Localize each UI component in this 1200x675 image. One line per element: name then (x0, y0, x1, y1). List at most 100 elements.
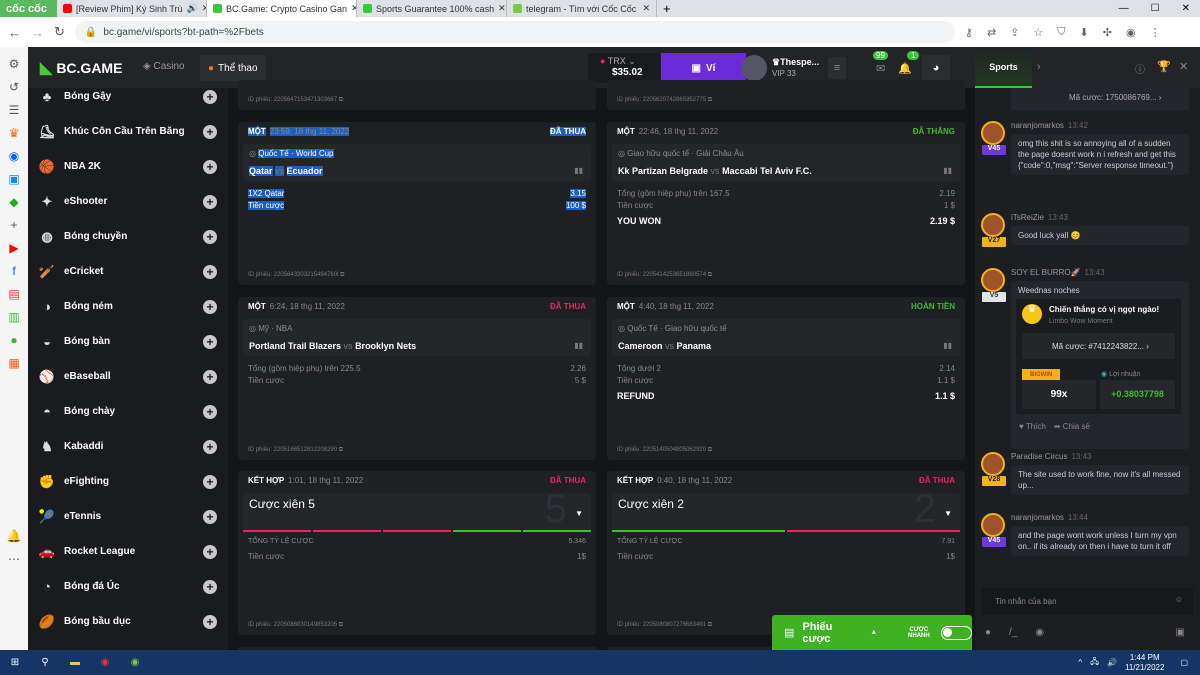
stats-icon[interactable]: ▮▮ (574, 166, 583, 175)
share-button[interactable]: ➦ Chia sẻ (1053, 422, 1090, 431)
close-tab-icon[interactable]: ✕ (351, 3, 356, 14)
close-tab-icon[interactable]: ✕ (498, 3, 506, 13)
extensions-icon[interactable]: ✣ (1102, 26, 1112, 39)
sport-item[interactable]: 🎾 eTennis + (28, 499, 228, 534)
minimize-button[interactable]: — (1118, 3, 1129, 14)
chat-username[interactable]: Paradise Circus (1011, 452, 1068, 461)
profile-icon[interactable]: ◉ (1125, 26, 1136, 39)
sport-item[interactable]: ⛸ Khúc Côn Cầu Trên Băng + (28, 114, 228, 149)
chevron-right-icon[interactable]: › (1037, 61, 1041, 73)
coccoc-taskbar-icon[interactable]: ◉ (130, 657, 140, 668)
close-chat-icon[interactable]: ✕ (1179, 61, 1189, 73)
note-icon[interactable]: ▥ (8, 310, 20, 324)
parlay-header[interactable]: 2 Cược xiên 2 ▼ (612, 493, 960, 530)
match-info[interactable]: ◎ Mỹ · NBA Portland Trail Blazers vs Bro… (243, 319, 591, 356)
chat-username[interactable]: iTsReiZie (1011, 213, 1044, 222)
close-window-button[interactable]: ✕ (1181, 3, 1190, 14)
avatar[interactable] (981, 452, 1005, 476)
expand-plus-icon[interactable]: + (203, 614, 217, 629)
expand-plus-icon[interactable]: + (203, 229, 217, 244)
sport-item[interactable]: ⚾ eBaseball + (28, 359, 228, 394)
expand-plus-icon[interactable]: + (203, 299, 217, 314)
expand-plus-icon[interactable]: + (203, 369, 217, 384)
coccoc-icon[interactable]: ● (10, 333, 18, 347)
coin-icon[interactable]: ◉ (1035, 627, 1045, 638)
sport-item[interactable]: 🏀 NBA 2K + (28, 149, 228, 184)
sport-item[interactable]: ◑ Bóng ném + (28, 289, 228, 324)
messenger-icon[interactable]: ◉ (8, 149, 20, 163)
share-icon[interactable]: ⇪ (1010, 26, 1020, 39)
close-tab-icon[interactable]: ✕ (202, 3, 206, 14)
star-icon[interactable]: ☆ (1033, 26, 1044, 39)
add-icon[interactable]: + (10, 218, 18, 232)
avatar[interactable] (981, 121, 1005, 145)
chat-username[interactable]: naranjomarkos (1011, 513, 1064, 522)
like-button[interactable]: ♥ Thích (1019, 422, 1046, 431)
bet-card[interactable]: MỘT 4:40, 18 thg 11, 2022 HOÀN TIỀN ◎ Quốc… (607, 297, 965, 460)
expand-plus-icon[interactable]: + (203, 509, 217, 524)
avatar[interactable] (981, 213, 1005, 237)
browser-tab[interactable]: telegram - Tìm với Cốc Cốc ✕ (507, 0, 657, 17)
new-tab-button[interactable]: + (663, 1, 671, 16)
expand-plus-icon[interactable]: + (203, 124, 217, 139)
sport-item[interactable]: ♞ Kabaddi + (28, 429, 228, 464)
bet-card[interactable]: MỘT 6:24, 18 thg 11, 2022 ĐÃ THUA ◎ Mỹ · N… (238, 297, 596, 460)
parlay-card[interactable]: KẾT HỢP 0:40, 18 thg 11, 2022 ĐÃ THUA 2 Cượ… (607, 471, 965, 635)
bet-code-link[interactable]: Mã cược: 1750086769... › (1011, 88, 1189, 110)
zalo-icon[interactable]: ▣ (8, 172, 20, 186)
gif-icon[interactable]: ▣ (1175, 627, 1185, 638)
avatar[interactable] (981, 268, 1005, 292)
quick-bet-toggle[interactable] (940, 625, 972, 640)
expand-plus-icon[interactable]: + (203, 159, 217, 174)
copy-icon[interactable]: ⧉ (707, 272, 713, 278)
expand-plus-icon[interactable]: + (203, 264, 217, 279)
menu-icon[interactable]: ≡ (828, 57, 846, 79)
expand-plus-icon[interactable]: + (203, 579, 217, 594)
sport-item[interactable]: 🏉 Bóng bầu dục + (28, 604, 228, 639)
bet-card[interactable]: MỘT 23:59, 18 thg 11, 2022 ĐÃ THUA ◎ Quốc … (238, 122, 596, 285)
trophy-icon[interactable]: 🏆 (1157, 61, 1171, 73)
expand-plus-icon[interactable]: + (203, 89, 217, 104)
parlay-card[interactable]: KẾT HỢP 1:01, 18 thg 11, 2022 ĐÃ THUA 5 Cượ… (238, 471, 596, 635)
coccoc-logo[interactable]: cốc cốc (0, 0, 57, 17)
bell-icon[interactable]: 🔔 (898, 63, 912, 75)
avatar[interactable] (741, 55, 767, 81)
chrome-icon[interactable]: ◉ (100, 657, 110, 668)
chat-input[interactable]: Tin nhắn của bạn ☺ (982, 588, 1193, 615)
bet-code-link[interactable]: Mã cược: #7412243822... › (1022, 333, 1175, 359)
key-icon[interactable]: ⚷ (964, 26, 973, 39)
expand-plus-icon[interactable]: + (203, 544, 217, 559)
match-info[interactable]: ◎ Quốc Tế · Giao hữu quốc tế Cameroon vs… (612, 319, 960, 356)
download-icon[interactable]: ⬇ (1079, 26, 1089, 39)
clock[interactable]: 1:44 PM 11/21/2022 (1124, 652, 1165, 672)
close-tab-icon[interactable]: ✕ (642, 3, 650, 13)
sport-item[interactable]: ✦ eShooter + (28, 184, 228, 219)
copy-icon[interactable]: ⧉ (338, 447, 344, 453)
chat-username[interactable]: SOY EL BURRO🚀 (1011, 268, 1081, 277)
settings-icon[interactable]: ⚙ (8, 57, 20, 71)
sport-item[interactable]: ◒ Bóng bàn + (28, 324, 228, 359)
chat-tab-sports[interactable]: Sports (975, 47, 1032, 88)
crown-icon[interactable]: ♛ (8, 126, 20, 140)
currency-selector[interactable]: ● TRX ⌄ $35.02 (588, 53, 660, 83)
sport-item[interactable]: ✊ eFighting + (28, 464, 228, 499)
url-field[interactable]: 🔒 bc.game/vi/sports?bt-path=%2Fbets (74, 21, 955, 43)
menu-icon[interactable]: ⋮ (1149, 26, 1161, 39)
search-icon[interactable]: ⚲ (41, 657, 49, 668)
translate-icon[interactable]: ⇄ (986, 26, 997, 39)
stats-icon[interactable]: ▮▮ (574, 341, 583, 350)
match-info[interactable]: ◎ Quốc Tế · World Cup Qatar vs Ecuador ▮▮ (243, 144, 591, 181)
game-icon[interactable]: ◆ (9, 195, 19, 209)
username[interactable]: ♛Thespe... (772, 57, 820, 67)
caret-down-icon[interactable]: ▼ (575, 509, 583, 518)
info-icon[interactable]: ⓘ (1135, 65, 1145, 76)
sport-item[interactable]: 🚗 Rocket League + (28, 534, 228, 569)
youtube-icon[interactable]: ▶ (9, 241, 19, 255)
caret-down-icon[interactable]: ▼ (944, 509, 952, 518)
expand-plus-icon[interactable]: + (203, 194, 217, 209)
copy-icon[interactable]: ⧉ (707, 622, 713, 628)
list-icon[interactable]: ☰ (8, 103, 20, 117)
expand-plus-icon[interactable]: + (203, 404, 217, 419)
chat-toggle-icon[interactable]: ◕ (922, 55, 950, 82)
bell-icon[interactable]: 🔔 (6, 529, 22, 543)
